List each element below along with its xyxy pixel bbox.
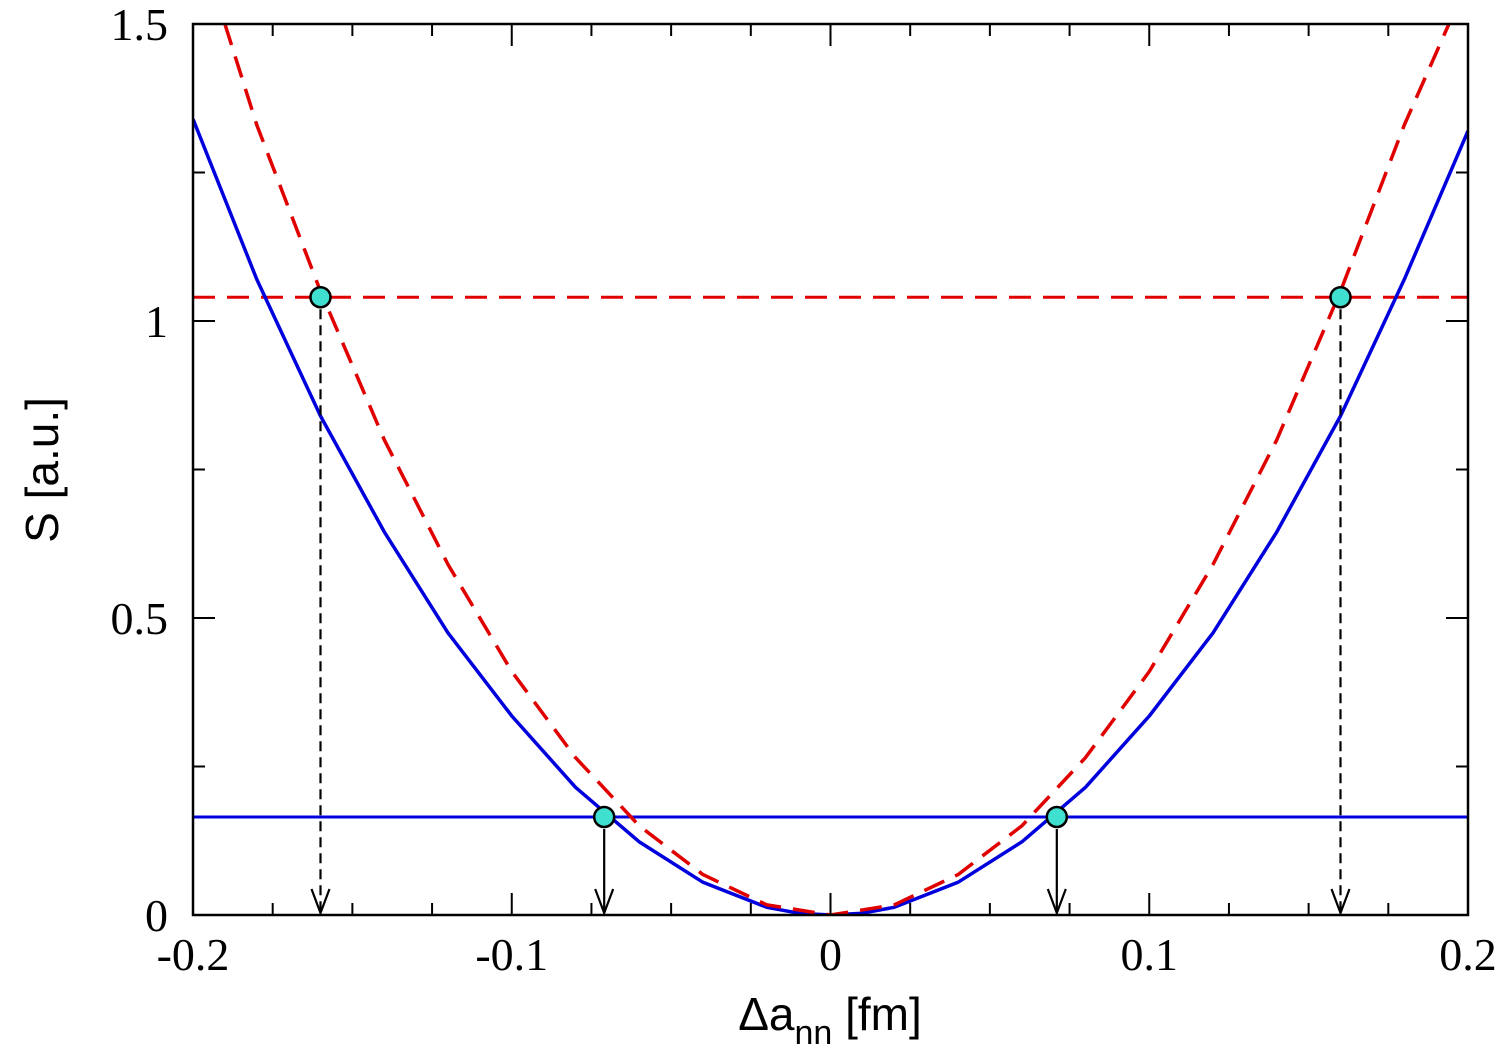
- series-line-2: [223, 24, 1451, 915]
- y-tick-label: 1.5: [111, 0, 169, 50]
- x-tick-label: -0.1: [475, 929, 548, 980]
- axis-ticks: [192, 23, 1469, 916]
- plot-frame: [191, 22, 1470, 917]
- x-axis-label: Δann [fm]: [738, 988, 922, 1052]
- series-line-1: [193, 118, 1468, 915]
- marker-point-2: [1329, 285, 1352, 309]
- arrow-head-2: [1330, 888, 1351, 915]
- y-axis-label: S [a.u.]: [16, 397, 68, 543]
- x-tick-label: 0.1: [1121, 929, 1179, 980]
- plot-content: [193, 24, 1468, 915]
- x-tick-label: -0.2: [157, 929, 230, 980]
- y-tick-label: 1: [145, 296, 168, 347]
- arrow-head-4: [1046, 888, 1067, 915]
- marker-point-3: [592, 805, 616, 829]
- arrow-head-1: [310, 888, 331, 915]
- arrow-head-3: [594, 888, 615, 915]
- marker-point-1: [309, 285, 332, 309]
- tick-labels: -0.2 -0.1 0 0.1 0.2 0 0.5 1 1.5: [111, 0, 1497, 980]
- y-tick-label: 0: [145, 890, 168, 941]
- x-tick-label: 0.2: [1439, 929, 1497, 980]
- x-tick-label: 0: [819, 929, 842, 980]
- y-tick-label: 0.5: [111, 593, 169, 644]
- marker-point-4: [1045, 805, 1069, 829]
